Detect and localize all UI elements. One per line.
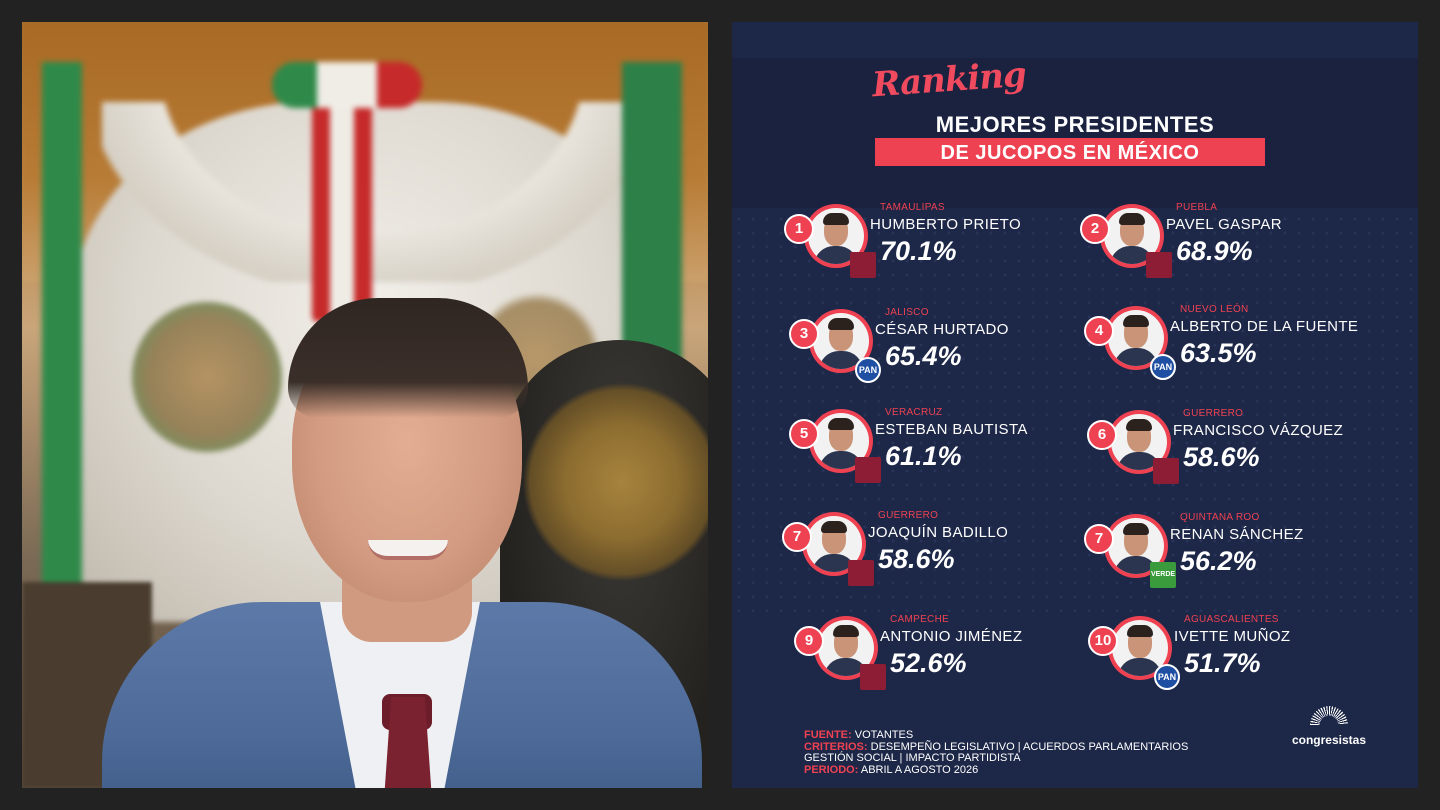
state-label: AGUASCALIENTES	[1184, 614, 1279, 625]
ranking-entry: 3 PAN JALISCO CÉSAR HURTADO 65.4%	[789, 307, 1119, 387]
state-label: GUERRERO	[1183, 408, 1244, 419]
avatar	[802, 512, 866, 576]
state-label: NUEVO LEÓN	[1180, 304, 1249, 315]
person-name: RENAN SÁNCHEZ	[1170, 526, 1304, 543]
approval-percentage: 58.6%	[1183, 442, 1260, 472]
person-name: ANTONIO JIMÉNEZ	[880, 628, 1023, 645]
footer-notes: FUENTE: VOTANTES CRITERIOS: DESEMPEÑO LE…	[804, 729, 1189, 776]
ranking-entry: 7 GUERRERO JOAQUÍN BADILLO 58.6%	[782, 510, 1112, 590]
person-name: ALBERTO DE LA FUENTE	[1170, 318, 1359, 335]
periodo-value: ABRIL A AGOSTO 2026	[860, 763, 979, 776]
heading-highlight-bar	[875, 138, 1265, 166]
criterios-label: CRITERIOS:	[804, 740, 868, 753]
verde-logo-icon: VERDE	[1150, 562, 1176, 588]
rank-number: 7	[782, 522, 812, 552]
rank-number: 10	[1088, 626, 1118, 656]
morena-logo-icon	[848, 560, 874, 586]
approval-percentage: 56.2%	[1180, 546, 1257, 576]
rank-number: 3	[789, 319, 819, 349]
ranking-entry: 4 PAN NUEVO LEÓN ALBERTO DE LA FUENTE 63.5%	[1084, 304, 1414, 384]
eagle-emblem-icon	[522, 382, 708, 582]
state-label: JALISCO	[885, 307, 929, 318]
ranking-entry: 5 VERACRUZ ESTEBAN BAUTISTA 61.1%	[789, 407, 1119, 487]
fuente-value: VOTANTES	[854, 729, 914, 741]
pan-logo-icon: PAN	[1150, 354, 1176, 380]
person-name: JOAQUÍN BADILLO	[868, 524, 1009, 541]
person-name: IVETTE MUÑOZ	[1174, 628, 1291, 645]
approval-percentage: 61.1%	[885, 441, 962, 471]
approval-percentage: 68.9%	[1176, 236, 1253, 266]
state-label: GUERRERO	[878, 510, 939, 521]
rank-number: 2	[1080, 214, 1110, 244]
approval-percentage: 51.7%	[1184, 648, 1261, 678]
state-label: PUEBLA	[1176, 202, 1218, 213]
rank-number: 6	[1087, 420, 1117, 450]
heading-line-2: DE JUCOPOS EN MÉXICO	[940, 142, 1200, 164]
morena-logo-icon	[1153, 458, 1179, 484]
rank-number: 1	[784, 214, 814, 244]
person-name: ESTEBAN BAUTISTA	[875, 421, 1028, 438]
ranking-entry: 6 GUERRERO FRANCISCO VÁZQUEZ 58.6%	[1087, 408, 1417, 488]
morena-logo-icon	[850, 252, 876, 278]
heading-line-1: MEJORES PRESIDENTES	[935, 112, 1215, 137]
person-name: FRANCISCO VÁZQUEZ	[1173, 422, 1344, 439]
person-name: CÉSAR HURTADO	[875, 321, 1009, 338]
logo-text: congresistas	[1291, 733, 1367, 747]
approval-percentage: 52.6%	[890, 648, 967, 678]
chamber-arc-icon	[1310, 706, 1348, 725]
morena-logo-icon	[1146, 252, 1172, 278]
state-label: CAMPECHE	[890, 614, 950, 625]
person-name: HUMBERTO PRIETO	[870, 216, 1022, 233]
person-name: PAVEL GASPAR	[1166, 216, 1282, 233]
approval-percentage: 58.6%	[878, 544, 955, 574]
rank-number: 5	[789, 419, 819, 449]
approval-percentage: 63.5%	[1180, 338, 1257, 368]
avatar	[1108, 616, 1172, 680]
fuente-label: FUENTE:	[804, 729, 852, 741]
congresistas-logo: congresistas	[1287, 706, 1371, 747]
rank-number: 7	[1084, 524, 1114, 554]
criterios-value-2: GESTIÓN SOCIAL | IMPACTO PARTIDISTA	[804, 752, 1021, 764]
ranking-entry: 9 CAMPECHE ANTONIO JIMÉNEZ 52.6%	[794, 614, 1124, 694]
approval-percentage: 70.1%	[880, 236, 957, 266]
state-label: TAMAULIPAS	[880, 202, 945, 213]
periodo-label: PERIODO:	[804, 763, 859, 776]
morena-logo-icon	[860, 664, 886, 690]
rank-number: 9	[794, 626, 824, 656]
portrait-photo	[22, 22, 708, 788]
infographic-header	[732, 58, 1418, 208]
ranking-entry: 1 TAMAULIPAS HUMBERTO PRIETO 70.1%	[784, 202, 1114, 282]
ranking-entry: 10 PAN AGUASCALIENTES IVETTE MUÑOZ 51.7%	[1088, 614, 1418, 694]
ranking-entry: 7 VERDE QUINTANA ROO RENAN SÁNCHEZ 56.2%	[1084, 512, 1414, 592]
morena-logo-icon	[855, 457, 881, 483]
ranking-entry: 2 PUEBLA PAVEL GASPAR 68.9%	[1080, 202, 1410, 282]
portrait-person	[62, 272, 708, 788]
pan-logo-icon: PAN	[1154, 664, 1180, 690]
avatar	[809, 309, 873, 373]
approval-percentage: 65.4%	[885, 341, 962, 371]
avatar	[1104, 514, 1168, 578]
criterios-value-1: DESEMPEÑO LEGISLATIVO | ACUERDOS PARLAME…	[870, 740, 1189, 753]
state-label: QUINTANA ROO	[1180, 512, 1260, 523]
state-label: VERACRUZ	[885, 407, 943, 418]
pan-logo-icon: PAN	[855, 357, 881, 383]
ranking-infographic: Ranking MEJORES PRESIDENTES DE JUCOPOS E…	[732, 22, 1418, 788]
rank-number: 4	[1084, 316, 1114, 346]
